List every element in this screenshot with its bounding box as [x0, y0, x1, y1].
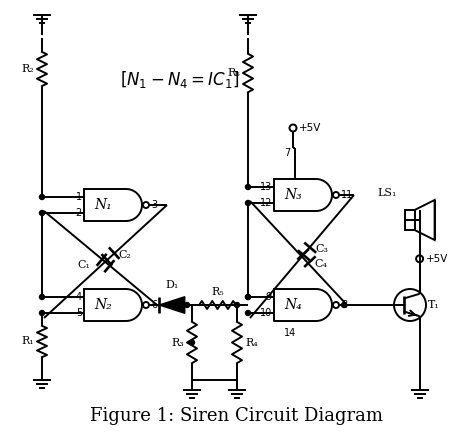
Text: 4: 4	[76, 292, 82, 302]
Text: R₃: R₃	[171, 338, 184, 348]
Text: 5: 5	[76, 308, 82, 318]
Circle shape	[190, 340, 194, 345]
Text: 13: 13	[260, 182, 272, 192]
Text: 6: 6	[151, 300, 157, 310]
Circle shape	[246, 184, 250, 190]
Text: LS₁: LS₁	[377, 188, 397, 198]
Text: C₂: C₂	[118, 250, 131, 260]
Text: Figure 1: Siren Circuit Diagram: Figure 1: Siren Circuit Diagram	[91, 407, 383, 425]
Text: N₄: N₄	[284, 298, 302, 312]
Text: 2: 2	[76, 208, 82, 218]
Text: N₁: N₁	[94, 198, 112, 212]
Text: C₁: C₁	[78, 260, 91, 270]
Text: 10: 10	[260, 308, 272, 318]
Text: 12: 12	[260, 198, 272, 208]
Circle shape	[246, 201, 250, 206]
Text: +5V: +5V	[299, 123, 321, 133]
Text: R₁: R₁	[21, 336, 34, 346]
Text: 14: 14	[284, 328, 296, 338]
Circle shape	[246, 310, 250, 316]
Text: 3: 3	[151, 200, 157, 210]
Text: C₃: C₃	[315, 244, 328, 254]
Circle shape	[246, 295, 250, 299]
Circle shape	[341, 302, 346, 308]
Circle shape	[39, 194, 45, 200]
Circle shape	[39, 295, 45, 299]
Text: 9: 9	[266, 292, 272, 302]
Text: $[N_1 - N_4 = IC_1]$: $[N_1 - N_4 = IC_1]$	[120, 69, 240, 91]
Text: 7: 7	[284, 148, 290, 158]
Text: 11: 11	[341, 190, 353, 200]
Text: 8: 8	[341, 300, 347, 310]
Text: T₁: T₁	[428, 300, 440, 310]
Bar	[405, 210, 415, 230]
Text: N₂: N₂	[94, 298, 112, 312]
Text: C₄: C₄	[315, 259, 328, 269]
Text: R₂: R₂	[21, 64, 34, 74]
Text: R₄: R₄	[245, 338, 258, 348]
Circle shape	[235, 302, 239, 308]
Text: +5V: +5V	[426, 254, 448, 264]
Polygon shape	[159, 297, 185, 313]
Circle shape	[246, 295, 250, 299]
Circle shape	[39, 310, 45, 316]
Text: 1: 1	[76, 192, 82, 202]
Text: D₁: D₁	[165, 280, 179, 290]
Circle shape	[184, 302, 190, 308]
Circle shape	[39, 210, 45, 216]
Text: R₆: R₆	[227, 68, 240, 78]
Text: R₅: R₅	[211, 287, 224, 297]
Text: N₃: N₃	[284, 188, 302, 202]
